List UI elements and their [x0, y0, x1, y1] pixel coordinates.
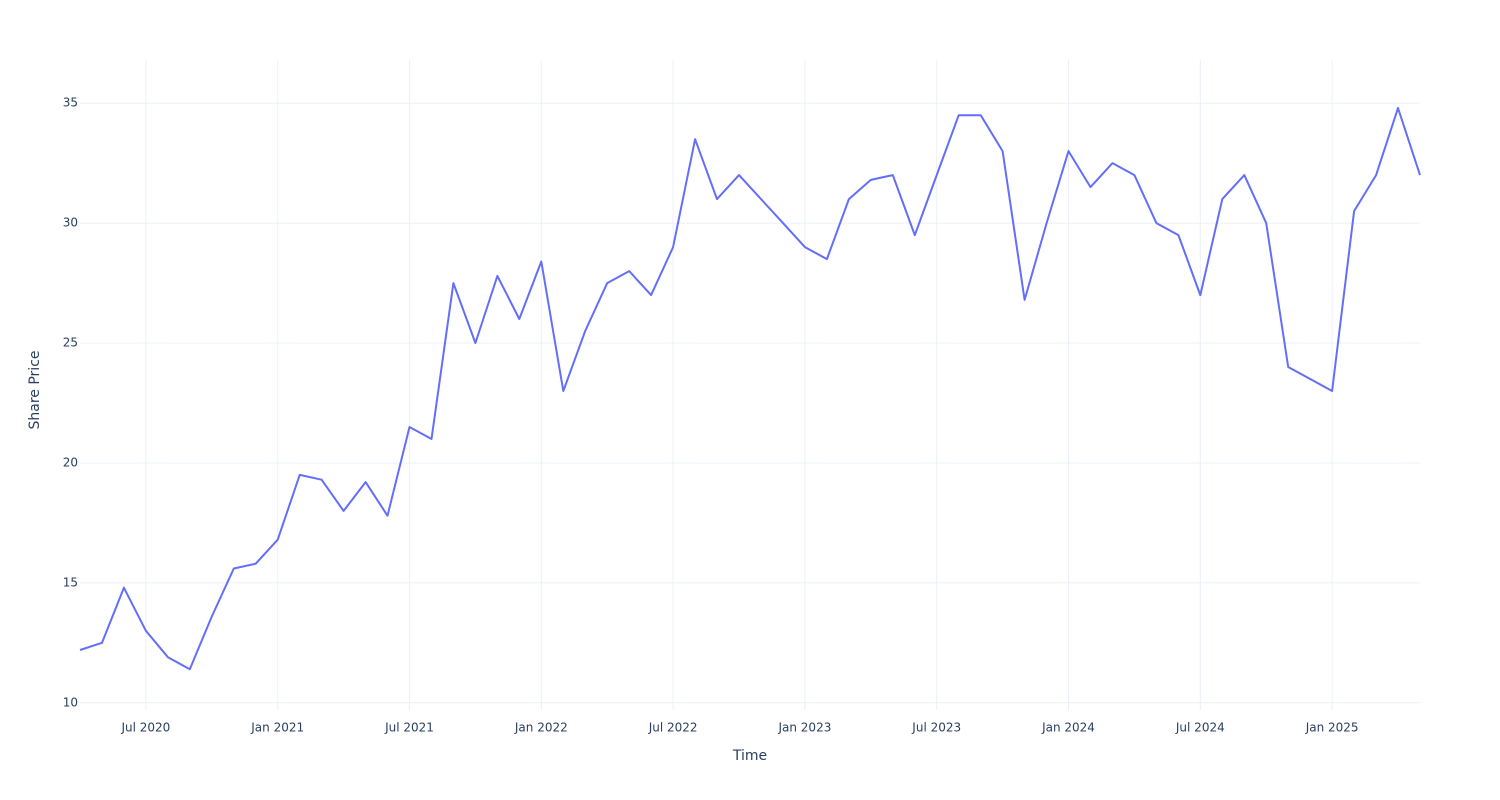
line-series [79, 107, 1421, 671]
x-tick-label: Jan 2024 [1041, 721, 1095, 735]
x-tick-label: Jul 2022 [648, 721, 698, 735]
grid [80, 60, 1420, 710]
x-tick-label: Jan 2022 [514, 721, 568, 735]
y-tick-label: 15 [63, 575, 78, 589]
x-tick-label: Jan 2021 [250, 721, 304, 735]
y-tick-label: 30 [63, 216, 78, 230]
x-tick-label: Jul 2020 [120, 721, 170, 735]
x-axis-title: Time [732, 748, 767, 764]
y-tick-label: 35 [63, 96, 78, 110]
y-tick-label: 25 [63, 336, 78, 350]
x-tick-label: Jul 2021 [384, 721, 434, 735]
x-tick-label: Jan 2025 [1305, 721, 1359, 735]
x-tick-label: Jan 2023 [777, 721, 831, 735]
x-tick-label: Jul 2023 [911, 721, 961, 735]
y-tick-label: 10 [63, 695, 78, 709]
y-axis-title: Share Price [27, 350, 43, 429]
y-tick-label: 20 [63, 455, 78, 469]
x-tick-label: Jul 2024 [1175, 721, 1225, 735]
